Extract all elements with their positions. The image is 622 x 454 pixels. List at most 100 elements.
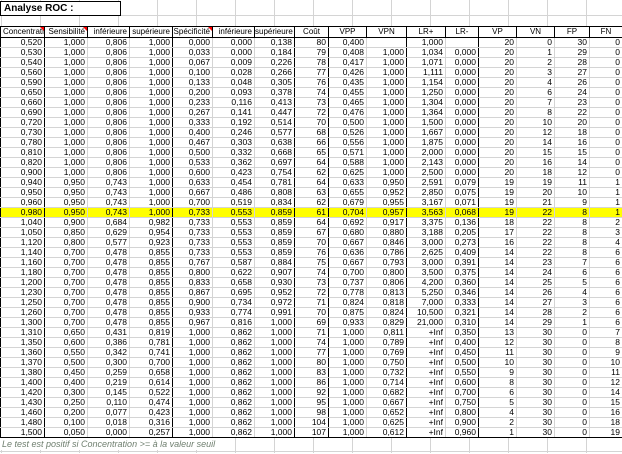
cell[interactable]: 1,000 [328, 417, 367, 428]
cell[interactable]: 0,818 [366, 297, 407, 308]
cell[interactable]: 20 [478, 87, 517, 98]
cell[interactable]: 1,000 [328, 367, 367, 378]
cell[interactable]: 14 [589, 387, 622, 398]
cell[interactable]: 6 [589, 277, 622, 288]
column-header-fn[interactable]: FN [589, 26, 622, 38]
cell[interactable]: 0,720 [0, 117, 45, 128]
cell[interactable]: 6 [589, 257, 622, 268]
cell[interactable]: 20 [478, 137, 517, 148]
cell[interactable]: 0,700 [44, 317, 88, 328]
cell[interactable]: 0,478 [87, 247, 130, 258]
cell[interactable]: 0,816 [212, 317, 255, 328]
cell[interactable]: 0,781 [129, 337, 173, 348]
cell[interactable]: 1 [589, 187, 622, 198]
cell[interactable]: 18 [516, 167, 555, 178]
cell[interactable]: 30 [516, 367, 555, 378]
cell[interactable]: +Inf [406, 417, 446, 428]
cell[interactable]: 0,667 [328, 237, 367, 248]
cell[interactable]: 0,862 [212, 357, 255, 368]
cell[interactable]: 2,143 [406, 157, 446, 168]
cell[interactable]: 0,550 [445, 367, 479, 378]
column-header-sup-rieure[interactable]: supérieure [254, 26, 295, 38]
cell[interactable]: 0,350 [445, 327, 479, 338]
cell[interactable]: 28 [516, 307, 555, 318]
cell[interactable]: 30 [516, 417, 555, 428]
cell[interactable]: 1,000 [366, 127, 407, 138]
cell[interactable]: 0,952 [366, 187, 407, 198]
cell[interactable]: 20 [478, 107, 517, 118]
cell[interactable]: 0,600 [44, 337, 88, 348]
cell[interactable]: 20 [478, 37, 517, 48]
cell[interactable]: 6 [589, 267, 622, 278]
cell[interactable]: 1,000 [44, 87, 88, 98]
cell[interactable]: 0,465 [328, 97, 367, 108]
cell[interactable]: 0,862 [212, 427, 255, 438]
cell[interactable]: 0,633 [328, 177, 367, 188]
cell[interactable]: 14 [478, 307, 517, 318]
column-header-vpn[interactable]: VPN [366, 26, 407, 38]
cell[interactable]: 0 [554, 387, 590, 398]
cell[interactable]: 1,250 [406, 87, 446, 98]
cell[interactable]: 1,000 [254, 327, 295, 338]
cell[interactable]: 0,806 [87, 57, 130, 68]
cell[interactable]: 1,000 [366, 147, 407, 158]
cell[interactable]: 0,600 [445, 377, 479, 388]
cell[interactable]: 73 [294, 97, 329, 108]
cell[interactable]: 0,417 [328, 57, 367, 68]
cell[interactable]: 0,500 [328, 117, 367, 128]
cell[interactable]: 1,350 [0, 337, 45, 348]
cell[interactable]: 6 [589, 317, 622, 328]
cell[interactable]: 0,781 [254, 177, 295, 188]
cell[interactable]: 24 [516, 267, 555, 278]
cell[interactable]: 0,514 [254, 117, 295, 128]
cell[interactable]: 1,000 [254, 377, 295, 388]
cell[interactable]: 0,960 [445, 427, 479, 438]
cell[interactable]: 11 [554, 177, 590, 188]
column-header-vp[interactable]: VP [478, 26, 517, 38]
cell[interactable]: 16 [554, 137, 590, 148]
cell[interactable]: 0,806 [87, 97, 130, 108]
cell[interactable]: 0,650 [0, 87, 45, 98]
cell[interactable]: 0,743 [87, 207, 130, 218]
cell[interactable]: 0,266 [254, 67, 295, 78]
cell[interactable]: 14 [478, 277, 517, 288]
cell[interactable]: 3 [589, 227, 622, 238]
cell[interactable]: 1,000 [172, 357, 213, 368]
cell[interactable]: 1,000 [44, 137, 88, 148]
cell[interactable]: 1,000 [328, 357, 367, 368]
cell[interactable]: 0,136 [445, 217, 479, 228]
cell[interactable]: 0,409 [445, 247, 479, 258]
cell[interactable]: 0,679 [328, 197, 367, 208]
cell[interactable]: 5 [478, 397, 517, 408]
cell[interactable]: 1,000 [129, 67, 173, 78]
cell[interactable]: 0,423 [212, 167, 255, 178]
cell[interactable]: 0,067 [172, 57, 213, 68]
cell[interactable]: 1,260 [0, 307, 45, 318]
cell[interactable]: 0,625 [366, 417, 407, 428]
cell[interactable]: 0,478 [87, 307, 130, 318]
cell[interactable]: 0,486 [212, 187, 255, 198]
cell[interactable]: 1,000 [44, 67, 88, 78]
cell[interactable]: 0,682 [366, 387, 407, 398]
cell[interactable]: 3,167 [406, 197, 446, 208]
cell[interactable]: 0,982 [129, 217, 173, 228]
cell[interactable]: 0,133 [172, 77, 213, 88]
cell[interactable]: 6 [589, 287, 622, 298]
cell[interactable]: 0 [589, 157, 622, 168]
cell[interactable]: 0,692 [328, 217, 367, 228]
cell[interactable]: 64 [294, 217, 329, 228]
cell[interactable]: 1,000 [129, 77, 173, 88]
cell[interactable]: 0,824 [366, 307, 407, 318]
cell[interactable]: 2,625 [406, 247, 446, 258]
cell[interactable]: 3 [554, 297, 590, 308]
cell[interactable]: 0,730 [0, 127, 45, 138]
cell[interactable]: 2,591 [406, 177, 446, 188]
cell[interactable]: 1,000 [172, 337, 213, 348]
cell[interactable]: 0,577 [87, 237, 130, 248]
cell[interactable]: 80 [294, 357, 329, 368]
cell[interactable]: +Inf [406, 327, 446, 338]
cell[interactable]: 0,820 [0, 157, 45, 168]
cell[interactable]: 0,447 [254, 107, 295, 118]
cell[interactable]: 0,737 [328, 277, 367, 288]
cell[interactable]: 1,000 [254, 357, 295, 368]
